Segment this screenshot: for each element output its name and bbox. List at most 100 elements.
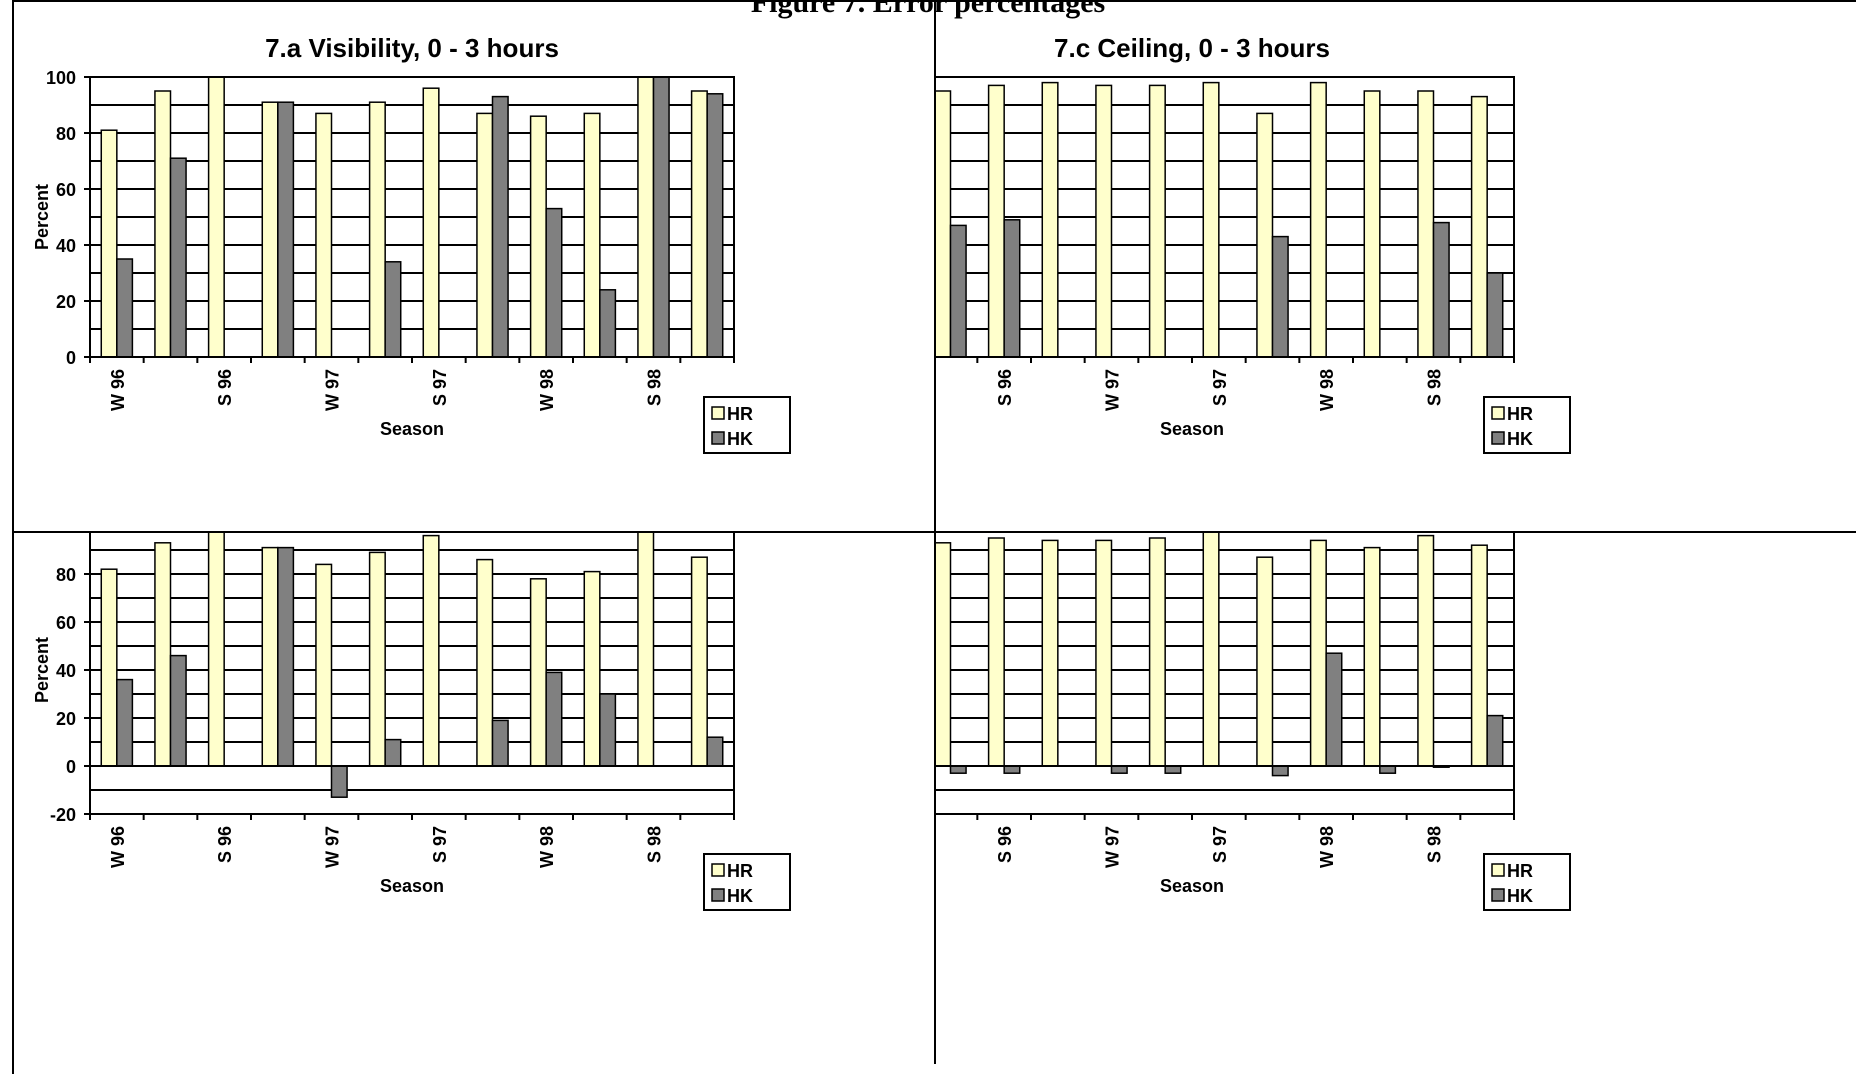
bar-hk-2 [949,224,967,358]
bar-hr-5 [315,563,333,767]
bar-hk-10 [599,693,617,767]
legend: HR HK [703,853,791,911]
bar-hr-2 [936,542,952,767]
bar-hr-3 [987,84,1005,358]
y-axis-label: Percent [32,637,52,703]
bar-hr-2 [154,542,172,767]
bar-hr-10 [1363,546,1381,767]
bar-hk-8 [1271,235,1289,358]
bar-hr-2 [154,90,172,358]
bar-hk-11 [652,76,670,358]
legend-label-hk: HK [1507,886,1533,906]
x-tick-label: S 98 [1425,826,1445,863]
bar-hr-9 [529,578,547,767]
bar-hr-10 [1363,90,1381,358]
chart-panel-visibility-0-3: 7.a Visibility, 0 - 3 hours 0 20 40 60 80 100 P… [14,2,936,533]
y-tick-label: 40 [56,236,76,256]
bar-hr-1 [100,129,118,358]
x-tick-label: S 96 [215,369,235,406]
bar-hk-2 [169,157,187,358]
x-tick-label: S 98 [645,369,665,406]
bar-hr-2 [936,90,952,358]
bar-hr-6 [368,551,386,767]
x-axis-label: Season [380,419,444,439]
bar-hr-5 [315,112,333,358]
x-axis-label: Season [1160,876,1224,896]
y-tick-label: 0 [66,348,76,368]
legend-swatch-hr [711,406,725,420]
bar-hr-6 [1148,84,1166,358]
legend-label-hr: HR [727,404,753,424]
bar-hr-7 [1202,533,1220,767]
bar-hr-11 [637,76,655,358]
bar-hk-9 [545,207,563,358]
chart-panel-visibility-3-6: 7.b Visibility, 3 - 6 hours-200204060801… [14,533,936,1064]
chart-panel-ceiling-6-9: 7.d Ceiling, 6 - 9 hours-20020406080100P… [936,533,1856,1064]
legend-swatch-hk [711,431,725,445]
bar-hk-5 [330,765,348,798]
legend: HR HK [1483,853,1571,911]
bar-hk-5 [1110,765,1128,774]
chart-ceiling-0-3: 7.c Ceiling, 0 - 3 hours020406080100Perc… [936,33,1571,454]
chart-panel-ceiling-0-3: 7.c Ceiling, 0 - 3 hours020406080100Perc… [936,2,1856,533]
bar-hr-6 [368,101,386,358]
bar-hr-9 [529,115,547,358]
y-tick-label: 100 [46,533,76,537]
legend-label-hr: HR [727,861,753,881]
bar-hr-10 [583,570,601,767]
x-tick-label: S 96 [995,369,1015,406]
bar-hr-12 [1470,544,1488,767]
bar-hr-4 [1041,539,1059,767]
legend-label-hk: HK [727,886,753,906]
bar-hk-6 [384,261,402,358]
chart-visibility-0-3: 7.a Visibility, 0 - 3 hours 0 20 40 60 80 100 P… [32,33,791,454]
bar-hr-5 [1095,539,1113,767]
bar-hk-8 [491,719,509,767]
bar-hk-8 [1271,765,1289,777]
legend-label-hr: HR [1507,861,1533,881]
bar-hk-12 [1486,714,1504,767]
bar-hr-12 [1470,95,1488,358]
legend-swatch-hr [1491,406,1505,420]
bar-hk-6 [384,738,402,767]
x-tick-label: W 97 [323,369,343,411]
bar-hr-5 [1095,84,1113,358]
page-title: Figure 7. Error percentages [750,0,1106,19]
bar-hr-4 [261,101,279,358]
x-tick-label: W 98 [537,826,557,868]
bar-hk-2 [169,654,187,767]
bar-hr-8 [1256,556,1274,767]
bar-hr-1 [100,568,118,767]
y-axis-label: Percent [32,184,52,250]
bar-hk-12 [706,93,724,358]
legend-swatch-hk [1491,888,1505,902]
bar-hk-11 [1432,221,1450,358]
x-tick-label: W 98 [537,369,557,411]
bar-hr-7 [422,534,440,767]
chart-title: 7.a Visibility, 0 - 3 hours [265,33,559,63]
bar-hr-4 [1041,81,1059,358]
bar-hk-1 [116,678,134,767]
y-tick-label: 60 [56,613,76,633]
bar-hk-4 [277,546,295,767]
x-axis-label: Season [1160,419,1224,439]
x-tick-label: S 97 [1210,369,1230,406]
x-tick-label: S 97 [1210,826,1230,863]
bar-hk-1 [116,258,134,358]
y-tick-label: 80 [56,565,76,585]
legend: HR HK [1483,396,1571,454]
y-tick-label: 60 [56,180,76,200]
plot-area [90,533,734,814]
bar-hr-9 [1309,539,1327,767]
chart-ceiling-6-9: 7.d Ceiling, 6 - 9 hours-20020406080100P… [936,533,1571,911]
bar-hr-3 [207,533,225,767]
bar-hk-10 [1379,765,1397,774]
y-tick-label: 0 [66,757,76,777]
x-tick-label: S 97 [430,826,450,863]
legend-label-hk: HK [727,429,753,449]
bar-hr-8 [476,112,494,358]
bar-hk-6 [1164,765,1182,774]
legend-label-hr: HR [1507,404,1533,424]
x-tick-label: W 98 [1317,369,1337,411]
y-tick-label: -20 [50,805,76,825]
